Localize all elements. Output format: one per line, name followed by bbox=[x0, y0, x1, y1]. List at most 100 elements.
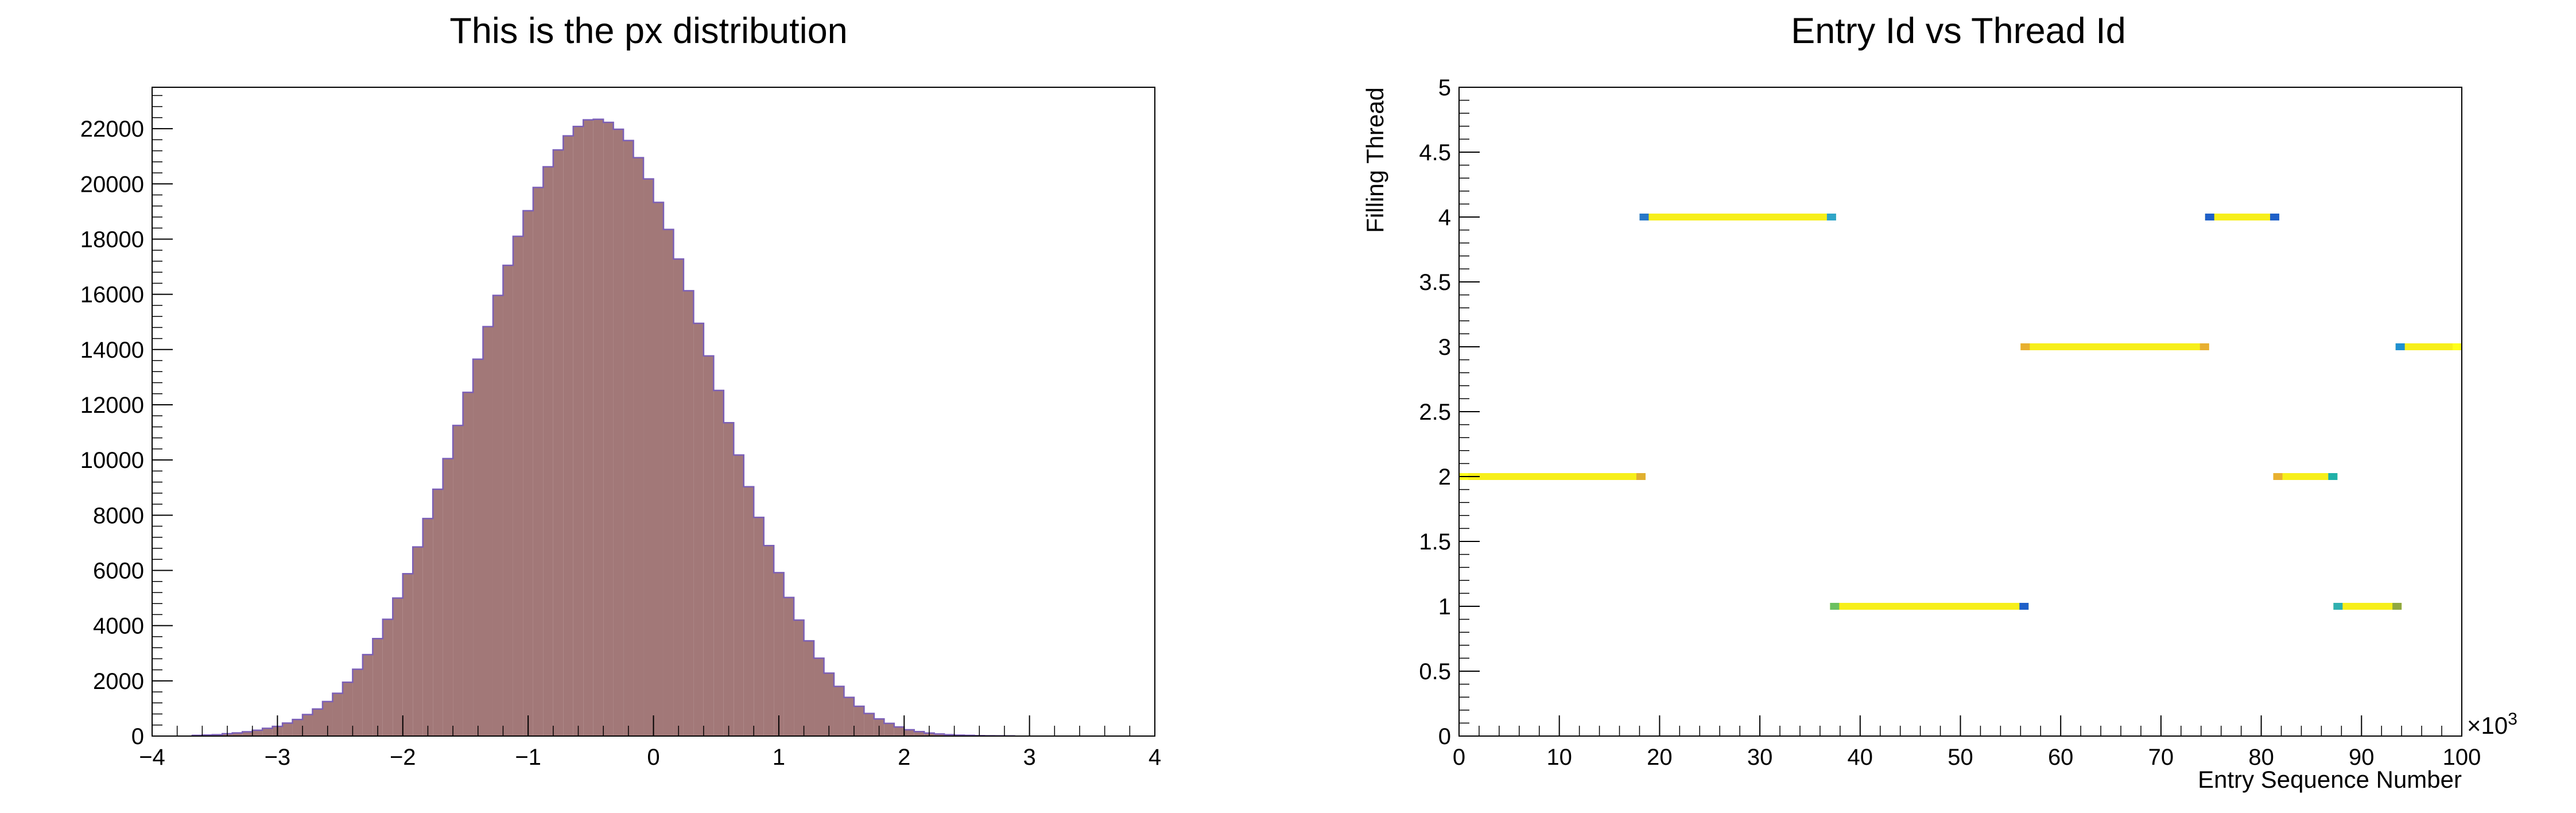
y-tick-label: 3.5 bbox=[1419, 270, 1451, 295]
segment-start-marker bbox=[2020, 343, 2030, 350]
histogram-bar bbox=[623, 140, 634, 737]
histogram-bar bbox=[864, 713, 874, 736]
histogram-bar bbox=[734, 455, 744, 736]
histogram-bar bbox=[754, 517, 764, 736]
histogram-bar bbox=[282, 723, 293, 736]
histogram-bar bbox=[352, 669, 363, 736]
segment-end-marker bbox=[2392, 603, 2402, 610]
histogram-bar bbox=[774, 572, 784, 736]
histogram-bar bbox=[573, 126, 584, 736]
right-plot-frame bbox=[1458, 87, 2462, 737]
histogram-bar bbox=[884, 723, 894, 736]
histogram-bar bbox=[373, 638, 383, 736]
histogram-bar bbox=[653, 202, 664, 736]
right-scatter-segments bbox=[1459, 214, 2462, 610]
left-chart: This is the px distribution −4 −3 −2 −1 0 1 2 3… bbox=[80, 11, 1161, 770]
histogram-bar bbox=[292, 719, 303, 736]
right-axes: 0 10 20 30 40 50 60 70 80 90 100 0 0.5 1 1.5 2 2.5 3 3.5 4 4… bbox=[1419, 75, 2481, 770]
right-chart: Entry Id vs Thread Id 0 10 20 30 40 50 60 70 80 9… bbox=[1361, 11, 2517, 793]
histogram-bar bbox=[413, 547, 423, 736]
segment-start-marker bbox=[1830, 603, 1840, 610]
histogram-bar bbox=[894, 727, 905, 736]
y-tick-label: 4.5 bbox=[1419, 140, 1451, 165]
segment-start-marker bbox=[2205, 214, 2214, 220]
histogram-bar bbox=[322, 701, 333, 736]
segment-end-marker bbox=[2019, 603, 2029, 610]
x-tick-label: 30 bbox=[1747, 745, 1773, 770]
x-tick-label: 50 bbox=[1947, 745, 1973, 770]
thread-segment bbox=[2395, 343, 2462, 350]
histogram-bar bbox=[342, 682, 353, 736]
y-tick-label: 12000 bbox=[80, 393, 144, 418]
x-tick-label: −3 bbox=[265, 745, 291, 770]
histogram-bar bbox=[433, 489, 443, 736]
y-tick-label: 18000 bbox=[80, 227, 144, 252]
thread-segment bbox=[2205, 214, 2280, 220]
x-tick-label: 70 bbox=[2148, 745, 2174, 770]
x-tick-label: 4 bbox=[1149, 745, 1161, 770]
y-tick-label: 0 bbox=[1438, 724, 1451, 749]
y-tick-label: 2.5 bbox=[1419, 400, 1451, 425]
segment-start-marker bbox=[1639, 214, 1649, 220]
histogram-bar bbox=[473, 359, 483, 736]
segment-start-marker bbox=[2273, 473, 2283, 480]
y-tick-label: 2000 bbox=[93, 669, 144, 694]
right-x-axis-title: Entry Sequence Number bbox=[2198, 766, 2462, 793]
histogram-bar bbox=[252, 730, 263, 736]
left-chart-title: This is the px distribution bbox=[449, 11, 847, 51]
x-tick-label: 3 bbox=[1023, 745, 1036, 770]
segment-end-marker bbox=[2199, 343, 2209, 350]
histogram-bar bbox=[393, 598, 403, 736]
histogram-bar bbox=[503, 265, 513, 736]
right-y-axis-title: Filling Thread bbox=[1361, 87, 1388, 233]
histogram-bar bbox=[533, 187, 544, 736]
y-tick-label: 14000 bbox=[80, 338, 144, 363]
histogram-bar bbox=[523, 210, 533, 736]
segment-end-marker bbox=[1636, 473, 1646, 480]
histogram-bar bbox=[593, 119, 604, 737]
x-tick-label: 90 bbox=[2349, 745, 2375, 770]
histogram-bar bbox=[683, 291, 694, 737]
x-tick-label: −2 bbox=[390, 745, 416, 770]
segment-end-marker bbox=[2453, 343, 2462, 350]
histogram-bar bbox=[443, 458, 453, 736]
x-tick-label: 100 bbox=[2443, 745, 2481, 770]
histogram-bar bbox=[934, 734, 945, 736]
x-tick-label: −4 bbox=[139, 745, 165, 770]
right-x-multiplier-exponent: 3 bbox=[2508, 710, 2517, 729]
histogram-bar bbox=[703, 355, 714, 736]
y-tick-label: 5 bbox=[1438, 75, 1451, 100]
left-histogram-bars bbox=[191, 118, 1015, 737]
segment-start-marker bbox=[2395, 343, 2405, 350]
histogram-bar bbox=[232, 733, 243, 736]
right-chart-title: Entry Id vs Thread Id bbox=[1791, 11, 2126, 51]
histogram-bar bbox=[312, 709, 323, 736]
histogram-bar bbox=[563, 136, 573, 737]
y-tick-label: 1 bbox=[1438, 594, 1451, 620]
histogram-bar bbox=[543, 167, 553, 736]
x-tick-label: −1 bbox=[515, 745, 541, 770]
y-tick-label: 22000 bbox=[80, 117, 144, 142]
y-tick-label: 0 bbox=[131, 724, 144, 749]
histogram-bar bbox=[242, 731, 253, 736]
y-tick-label: 1.5 bbox=[1419, 529, 1451, 555]
histogram-bar bbox=[743, 486, 754, 736]
x-tick-label: 10 bbox=[1546, 745, 1572, 770]
y-tick-label: 6000 bbox=[93, 558, 144, 583]
segment-end-marker bbox=[2270, 214, 2280, 220]
histogram-bar bbox=[633, 157, 644, 736]
y-tick-label: 20000 bbox=[80, 172, 144, 197]
histogram-bar bbox=[794, 620, 804, 736]
y-tick-label: 2 bbox=[1438, 464, 1451, 490]
histogram-bar bbox=[804, 641, 814, 736]
histogram-bar bbox=[362, 655, 373, 736]
histogram-bar bbox=[783, 597, 794, 736]
histogram-bar bbox=[833, 686, 844, 736]
histogram-bar bbox=[914, 731, 925, 736]
histogram-bar bbox=[422, 518, 433, 736]
histogram-bar bbox=[763, 545, 774, 736]
thread-segment bbox=[2333, 603, 2402, 610]
x-tick-label: 80 bbox=[2248, 745, 2274, 770]
histogram-outline bbox=[191, 118, 1015, 737]
